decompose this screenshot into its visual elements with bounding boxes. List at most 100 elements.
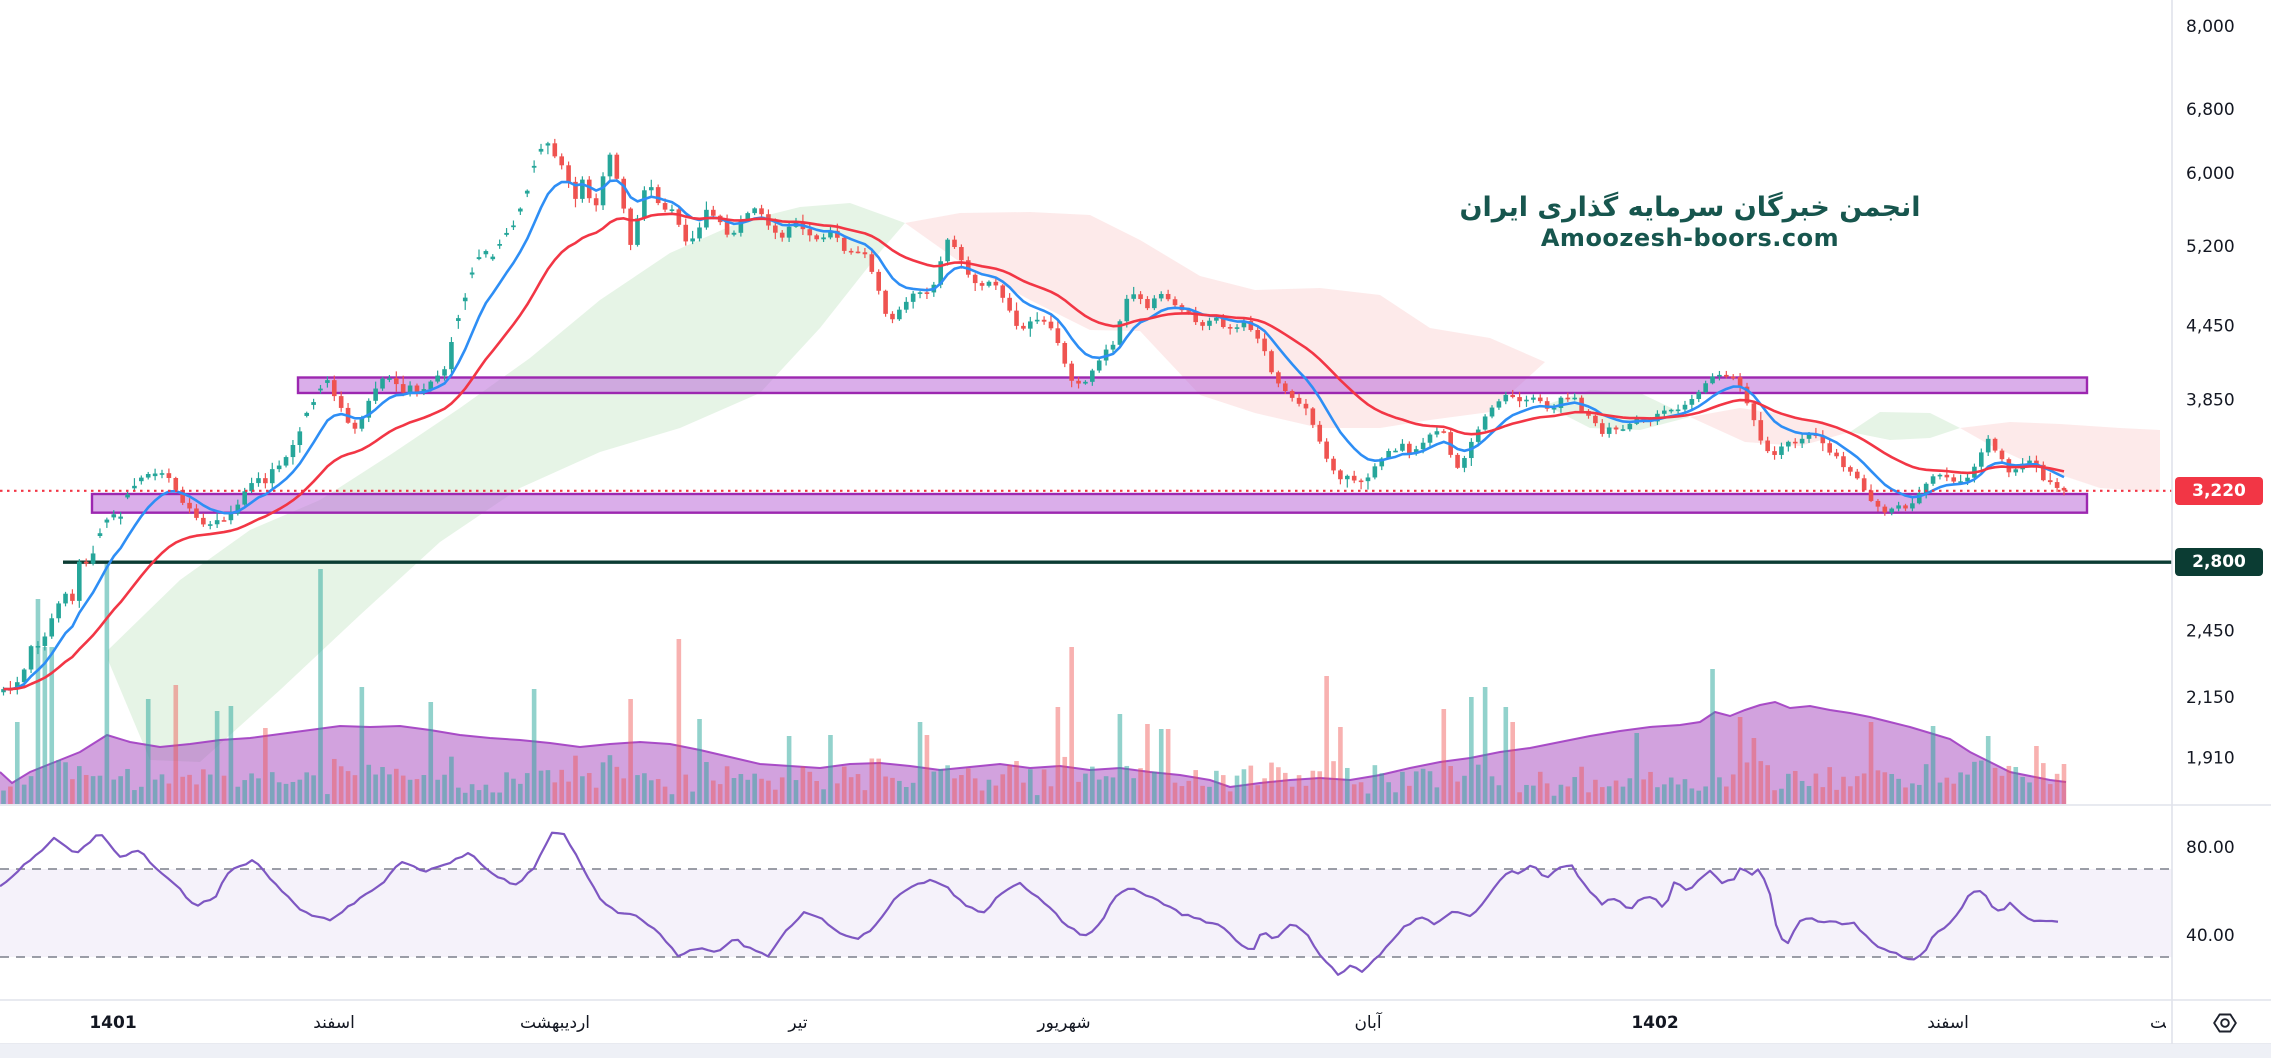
volume-bar (1365, 793, 1371, 804)
candle-body (2047, 480, 2053, 483)
volume-bar (2013, 767, 2019, 804)
candle-body (635, 218, 640, 245)
volume-bar (1875, 770, 1881, 804)
volume-bar (1724, 786, 1729, 804)
volume-bar (903, 787, 909, 804)
volume-bar (1152, 771, 1157, 804)
candle-body (2061, 487, 2067, 491)
candle-body (1427, 434, 1433, 443)
candle-body (1544, 401, 1550, 409)
volume-bar (586, 773, 592, 804)
volume-bar (1110, 777, 1116, 804)
volume-bar (14, 722, 20, 804)
candle-body (1407, 443, 1412, 453)
candle-body (711, 209, 716, 216)
candle-body (338, 396, 344, 408)
volume-bar (318, 569, 323, 804)
candle-body (600, 176, 606, 206)
volume-bar (1958, 772, 1963, 804)
volume-bar (462, 792, 468, 804)
candle-body (1110, 344, 1116, 350)
candle-body (1758, 420, 1764, 441)
volume-bar (214, 711, 220, 804)
volume-bar (759, 778, 764, 804)
volume-bar (1179, 786, 1185, 804)
ichimoku-cloud-bullish (1850, 412, 1960, 440)
volume-bar (876, 758, 881, 804)
candle-body (1985, 438, 1991, 453)
volume-bar (331, 758, 337, 804)
hexagon-logo-button[interactable] (2206, 1004, 2244, 1042)
rsi-pane[interactable] (0, 805, 2172, 1000)
candle-body (786, 226, 792, 238)
volume-bar (828, 735, 833, 804)
candle-body (945, 239, 950, 262)
candle-body (1916, 493, 1922, 504)
volume-bar (1455, 781, 1460, 804)
volume-bar (518, 783, 523, 804)
candle-body (1455, 454, 1460, 468)
volume-bar (290, 781, 296, 804)
candle-body (152, 473, 158, 477)
volume-bar (1703, 786, 1708, 804)
candle-body (1434, 431, 1440, 435)
candle-body (524, 190, 530, 194)
volume-bar (1296, 775, 1302, 804)
volume-bar (118, 776, 123, 804)
volume-bar (1227, 791, 1233, 804)
candle-body (1034, 319, 1040, 322)
volume-bar (1475, 764, 1481, 804)
volume-bar (1000, 774, 1006, 804)
candle-body (1517, 397, 1522, 402)
candle-body (1420, 442, 1426, 450)
volume-bar (97, 775, 103, 804)
candle-body (83, 561, 89, 564)
volume-bar (910, 782, 916, 804)
x-axis-month-label: اسفند (313, 1013, 355, 1033)
volume-bar (1744, 762, 1750, 804)
candle-body (359, 417, 365, 429)
candle-body (924, 292, 930, 294)
candle-body (2013, 469, 2019, 473)
candle-body (593, 198, 599, 206)
rsi-band (0, 869, 2172, 957)
candle-body (1558, 397, 1564, 408)
supply-zone[interactable] (296, 376, 2089, 395)
volume-bar (814, 780, 819, 804)
volume-bar (2061, 764, 2067, 804)
candle-body (77, 561, 82, 601)
volume-bar (1503, 707, 1509, 804)
volume-bar (1765, 765, 1770, 804)
candle-body (483, 251, 489, 255)
time-axis[interactable] (0, 1000, 2172, 1044)
candle-body (1537, 397, 1543, 402)
price-pane[interactable] (0, 0, 2172, 805)
candle-body (1482, 416, 1488, 430)
volume-bar (56, 760, 61, 804)
candle-body (752, 208, 757, 214)
volume-bar (1531, 785, 1536, 804)
volume-bar (917, 722, 923, 804)
demand-zone[interactable] (90, 492, 2089, 514)
time-axis-labels: 1401 اسفند اردیبهشت تیر شهریور آبان 1402 اسفند ا… (89, 1011, 2166, 1033)
candle-body (1014, 310, 1019, 326)
volume-bar (924, 735, 930, 804)
volume-bar (70, 779, 75, 804)
candle-body (1930, 476, 1936, 484)
candle-body (607, 154, 613, 177)
volume-bar (256, 778, 261, 804)
candle-body (256, 478, 261, 484)
candle-body (1386, 450, 1391, 459)
candle-body (476, 257, 482, 260)
candle-body (290, 445, 296, 458)
candle-body (835, 230, 840, 238)
candle-body (1248, 320, 1254, 331)
volume-bar (690, 791, 695, 804)
volume-bar (972, 778, 978, 804)
volume-bar (194, 784, 199, 804)
candle-body (759, 208, 764, 215)
candle-body (959, 247, 964, 261)
candle-body (814, 235, 819, 240)
volume-bar (1565, 786, 1571, 804)
